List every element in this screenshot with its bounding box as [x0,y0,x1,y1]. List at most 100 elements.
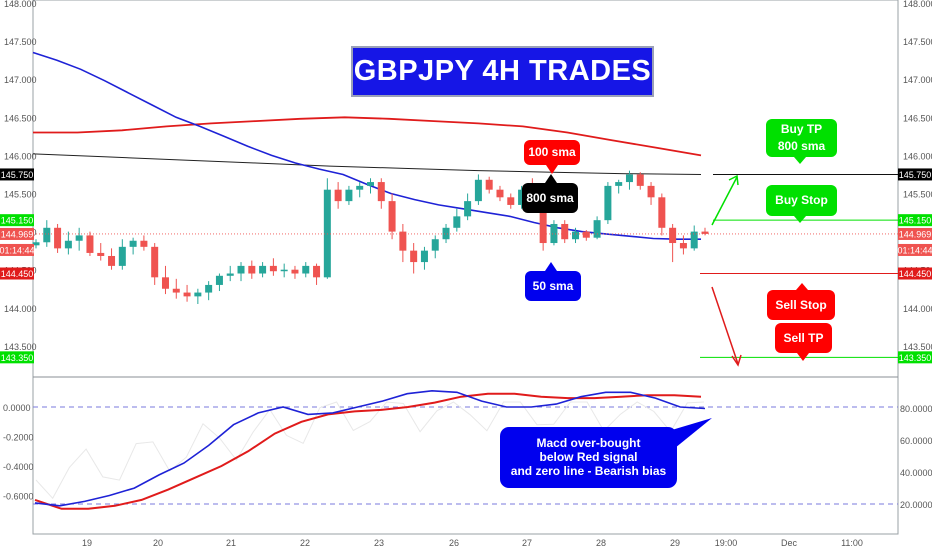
candle-body [615,182,623,186]
candle-body [464,201,472,217]
badge-current-right: 144.969 [899,229,932,239]
buy-tp-line2: 800 sma [777,139,826,153]
candle-body [248,265,256,274]
x-tick: 27 [522,538,532,548]
badge-countdown-left: 01:14:44 [0,245,35,255]
y-tick-left: 144.000 [4,304,37,314]
sma800-line [32,153,702,175]
candle-body [518,189,526,205]
buy-stop-pointer [794,216,806,223]
candle-body [356,185,364,190]
candle-body [420,250,428,263]
candle-body [97,252,105,256]
sma50-label: 50 sma [525,271,581,301]
candle-body [593,220,601,238]
sma100-line [33,116,702,157]
candle-body [118,246,126,266]
badge-buy-tp-left-bg [0,168,34,181]
candle-body [690,231,698,249]
y-tick-left: 147.000 [4,75,37,85]
badge-countdown-right: 01:14:44 [897,245,932,255]
candle-body [377,182,385,202]
candle-body [636,174,644,186]
sell-stop-label: Sell Stop [767,290,835,320]
buy-arrow [711,176,738,226]
macd-panel [33,389,898,510]
badge-buy-stop-right-bg [898,214,932,227]
candle-body [539,201,547,244]
candle-body [582,231,590,238]
candle-body [269,265,277,272]
badge-sell-stop-right-bg [898,267,932,280]
buy-tp-label: Buy TP 800 sma [766,119,837,157]
candles [32,170,709,304]
trade-levels [33,173,898,367]
candle-body [561,223,569,240]
candle-body [194,292,202,297]
y-tick-right: 146.500 [903,113,932,123]
macd-note: Macd over-bought below Red signal and ze… [500,427,677,488]
y-tick-right: 147.500 [903,37,932,47]
candle-body [658,197,666,228]
candle-body [345,189,353,202]
candle-body [669,227,677,244]
x-tick: 22 [300,538,310,548]
sell-arrowhead [731,354,742,367]
candle-body [86,235,94,253]
rsi-tick-right: 20.0000 [900,500,932,510]
sell-stop-pointer [796,283,808,290]
y-tick-right: 147.000 [903,75,932,85]
sma800-pointer [545,174,557,183]
rsi-tick-right: 80.0000 [900,404,932,414]
badge-buy-stop-left: 145.150 [1,216,34,226]
candle-body [161,277,169,289]
candle-body [75,235,83,241]
candle-body [226,273,234,276]
x-tick: 21 [226,538,236,548]
badge-sell-tp-left: 143.350 [1,353,34,363]
buy-tp-line1: Buy TP [780,122,823,136]
candle-body [129,240,137,247]
y-tick-left: 147.500 [4,37,37,47]
macd-line [34,389,706,507]
macd-signal-line [34,392,702,510]
y-tick-right: 143.500 [903,342,932,352]
badge-buy-stop-right: 145.150 [899,216,932,226]
candle-body [237,265,245,274]
y-tick-left: 143.500 [4,342,37,352]
candle-body [205,284,213,293]
candle-body [604,185,612,221]
buy-arrowhead [728,174,739,186]
candle-body [172,288,180,293]
candle-body [140,240,148,247]
x-tick: 29 [670,538,680,548]
candle-body [151,246,159,278]
candle-body [647,185,655,198]
x-tick: 28 [596,538,606,548]
chart-title: GBPJPY 4H TRADES [351,46,654,97]
y-tick-left: 146.500 [4,113,37,123]
badge-current-left: 144.969 [1,229,34,239]
candle-body [410,250,418,263]
sell-tp-label: Sell TP [775,323,832,353]
badge-buy-tp-left: 145.750 [1,170,34,180]
candle-body [313,265,321,278]
candle-body [496,189,504,198]
candle-body [485,179,493,190]
candle-body [572,231,580,240]
sma800-label: 800 sma [522,183,578,213]
badge-buy-tp-right: 145.750 [899,170,932,180]
badge-sell-tp-right: 143.350 [899,353,932,363]
y-tick-left: 148.000 [4,0,37,9]
candle-body [215,275,223,285]
candle-body [323,189,331,278]
y-tick-right: 148.000 [903,0,932,9]
buy-stop-label: Buy Stop [766,185,837,216]
badge-current-left-bg [0,227,34,240]
macd-tick-left: -0.2000 [3,433,34,443]
candle-body [183,292,191,297]
sma50-pointer [545,262,557,271]
x-tick: 19 [82,538,92,548]
sell-tp-pointer [797,353,809,361]
